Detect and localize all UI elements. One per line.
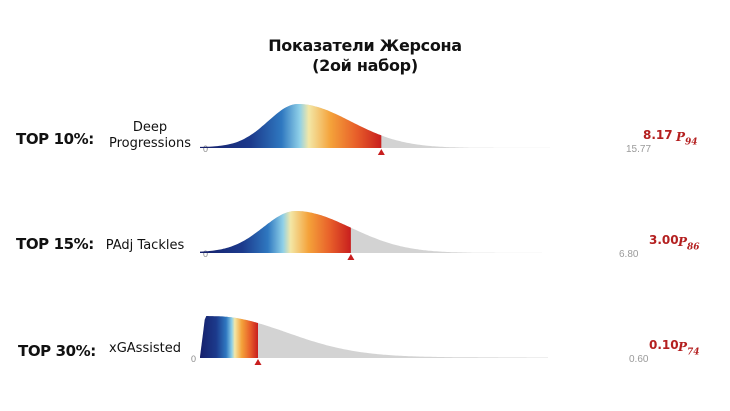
- metric-label: PAdj Tackles: [100, 238, 190, 254]
- percentile-label: P86: [678, 235, 700, 253]
- tier-label: TOP 30%:: [18, 342, 96, 360]
- metric-label-line1: PAdj Tackles: [105, 238, 185, 253]
- axis-min-label: 0: [203, 144, 209, 154]
- player-value-marker: [377, 149, 385, 155]
- player-value: 0.10: [649, 338, 679, 352]
- axis-max-label: 15.77: [626, 144, 652, 155]
- chart-subtitle: (2ой набор): [312, 56, 418, 75]
- distribution-row-deep-progressions: TOP 10%: Deep Progressions 0 15.77 8.17 …: [0, 100, 730, 190]
- distribution-row-padj-tackles: TOP 15%: PAdj Tackles 0 6.80 3.00 P86: [0, 205, 730, 295]
- distribution-filled-area: [200, 211, 351, 253]
- distribution-row-xgassisted: TOP 30%: xGAssisted 0 0.60 0.10 P74: [0, 310, 730, 400]
- axis-max-label: 6.80: [619, 249, 639, 260]
- percentile-label: P74: [678, 340, 700, 358]
- distribution-filled-area: [200, 316, 258, 358]
- chart-title: Показатели Жерсона: [268, 36, 462, 55]
- distribution-filled-area: [200, 104, 382, 148]
- distribution-tail-area: [200, 316, 548, 358]
- axis-max-label: 0.60: [629, 354, 649, 365]
- player-value-marker: [347, 254, 355, 260]
- distribution-curve: [200, 104, 550, 155]
- player-value: 3.00: [649, 233, 679, 247]
- metric-label: xGAssisted: [100, 341, 190, 357]
- metric-label-line2: Progressions: [108, 136, 192, 151]
- player-value-marker: [254, 359, 262, 365]
- metric-label-line1: xGAssisted: [109, 341, 181, 356]
- tier-label: TOP 10%:: [16, 130, 94, 148]
- metric-label: Deep Progressions: [108, 120, 192, 152]
- player-value: 8.17: [643, 128, 673, 142]
- axis-min-label: 0: [191, 354, 197, 364]
- distribution-curve: [200, 316, 548, 365]
- metric-label-line1: Deep: [132, 120, 168, 135]
- tier-label: TOP 15%:: [16, 235, 94, 253]
- axis-min-label: 0: [203, 249, 209, 259]
- distribution-curve: [200, 211, 542, 260]
- percentile-label: P94: [676, 130, 698, 148]
